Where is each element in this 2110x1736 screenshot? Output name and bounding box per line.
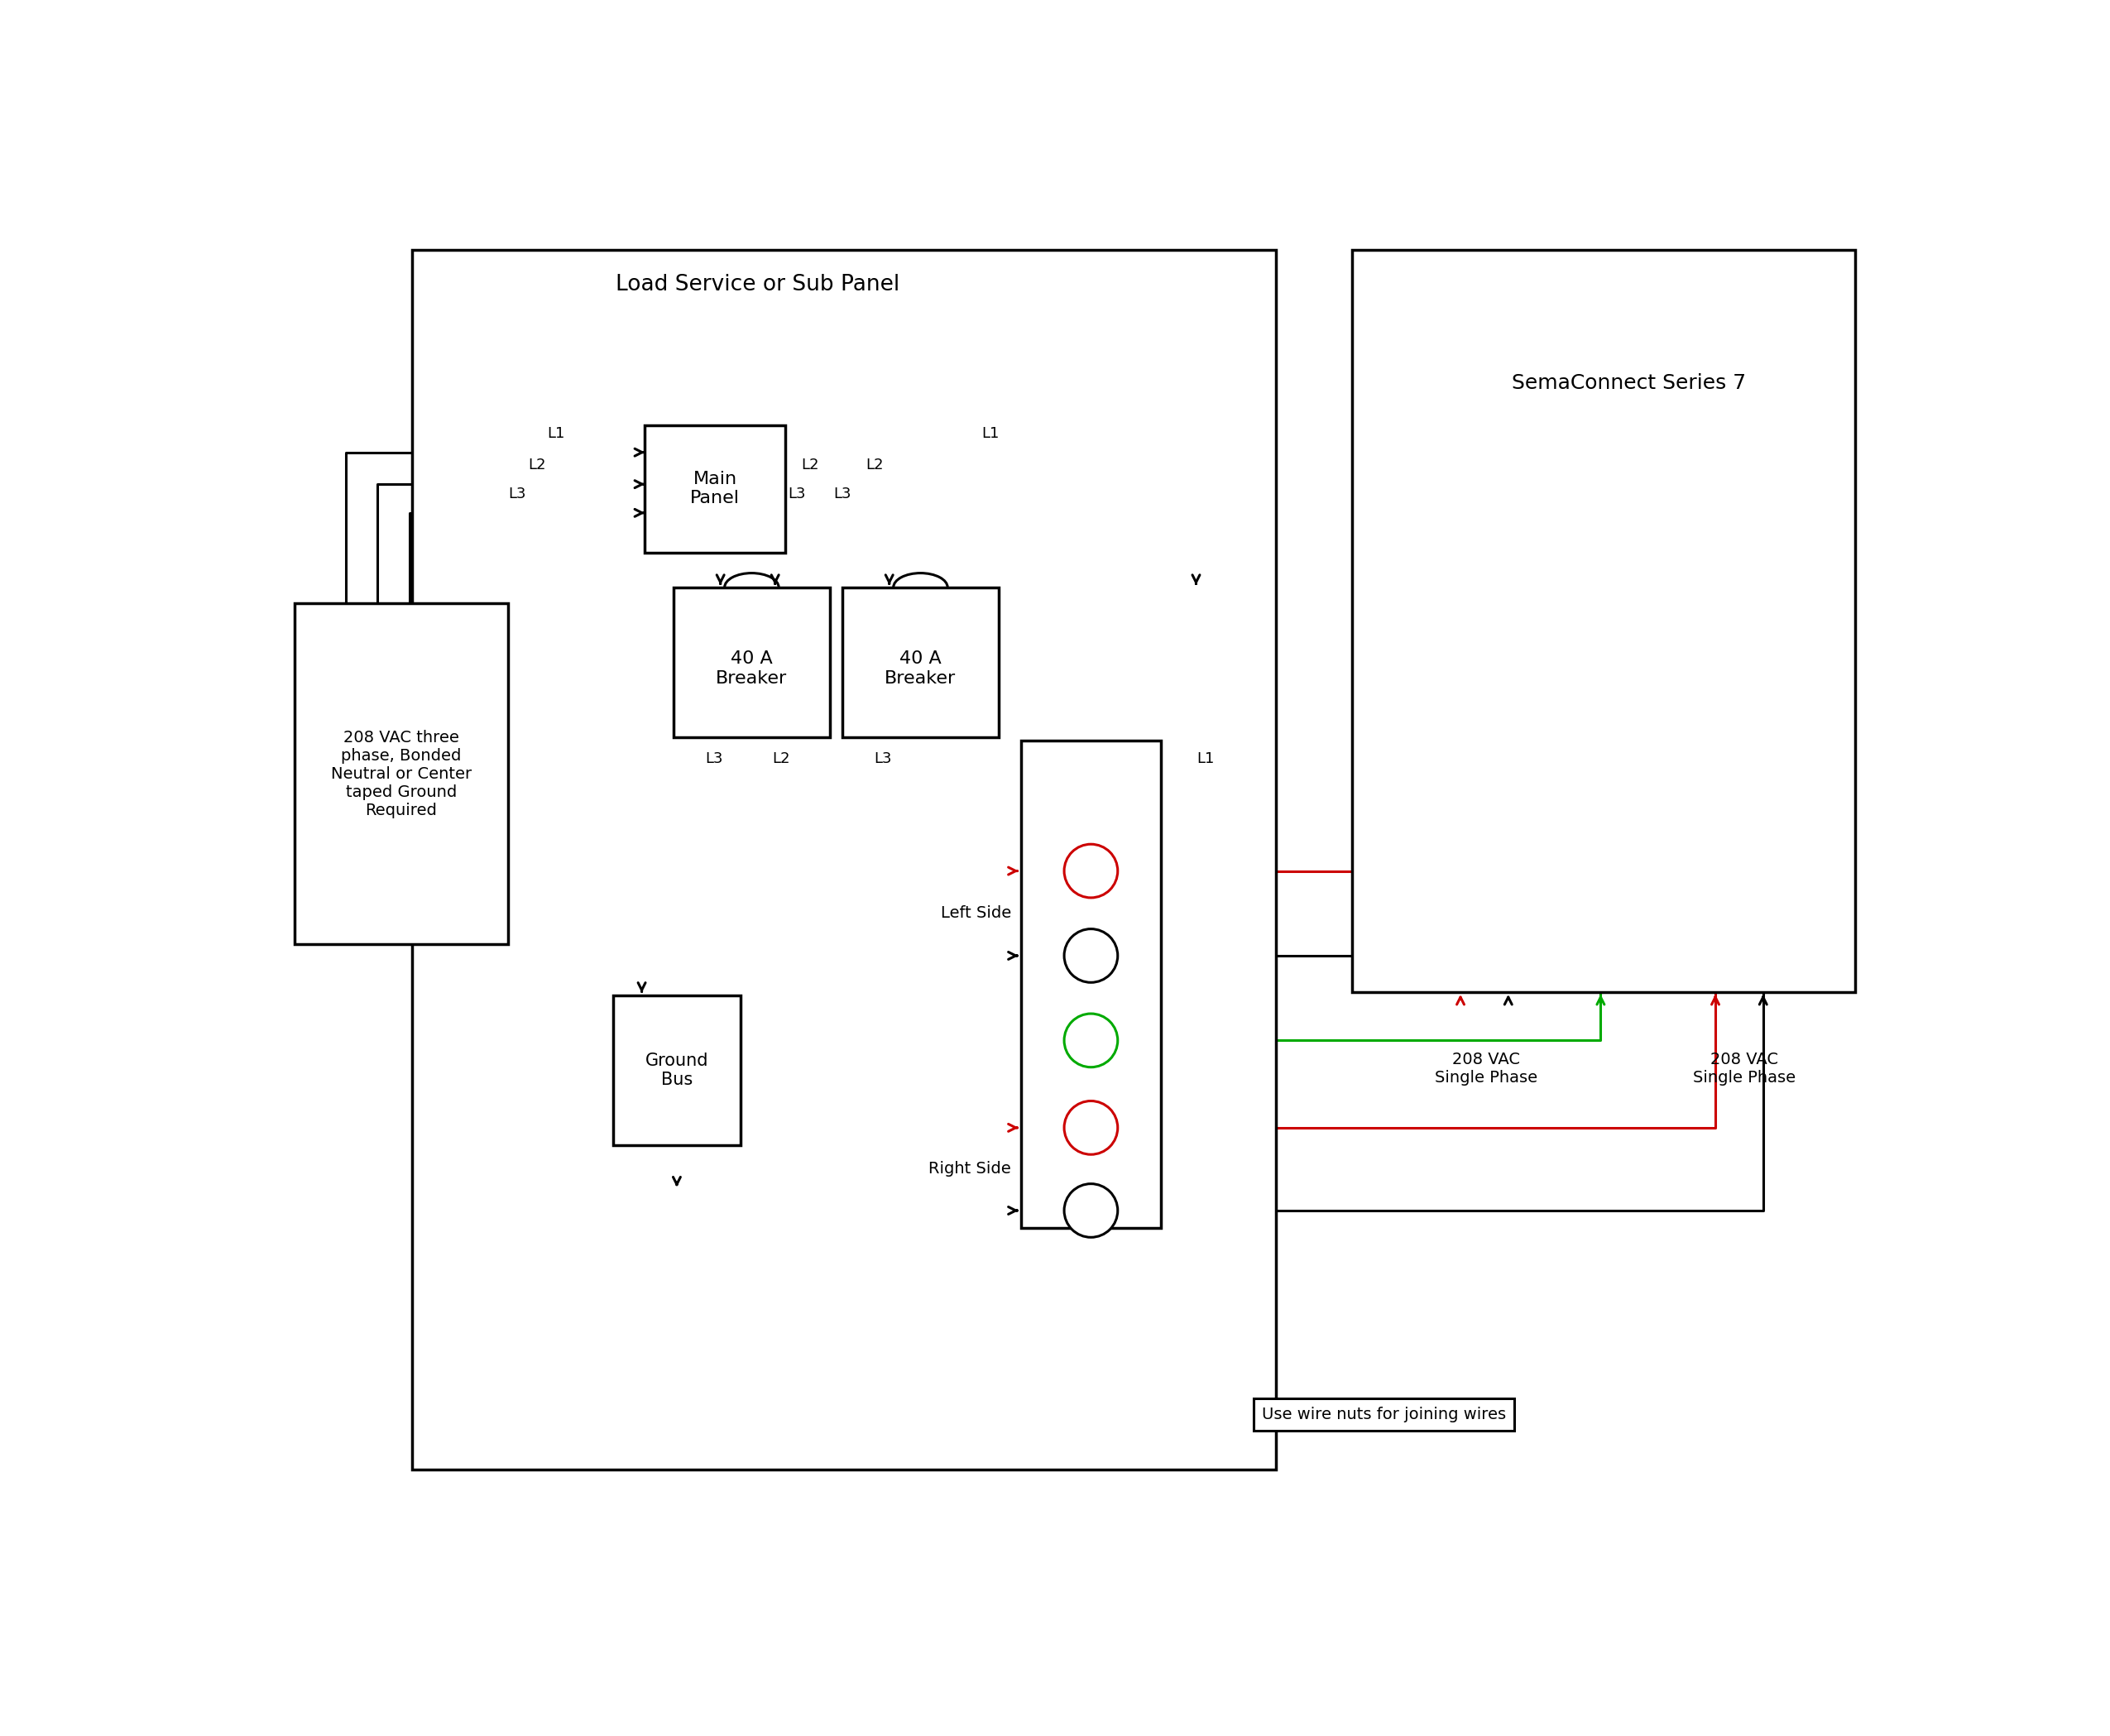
Text: L2: L2 xyxy=(802,458,819,472)
Text: L1: L1 xyxy=(546,425,565,441)
Text: Right Side: Right Side xyxy=(928,1161,1011,1177)
Circle shape xyxy=(1063,929,1118,983)
Text: L3: L3 xyxy=(705,752,724,766)
Text: L3: L3 xyxy=(833,486,850,502)
Text: 208 VAC
Single Phase: 208 VAC Single Phase xyxy=(1692,1052,1796,1085)
Text: L2: L2 xyxy=(865,458,884,472)
Circle shape xyxy=(1063,1014,1118,1068)
Bar xyxy=(411,250,1277,1470)
Bar xyxy=(614,995,741,1146)
Text: 40 A
Breaker: 40 A Breaker xyxy=(884,651,956,686)
Text: L2: L2 xyxy=(528,458,546,472)
Text: L2: L2 xyxy=(772,752,791,766)
Text: Ground
Bus: Ground Bus xyxy=(646,1052,709,1088)
Text: Load Service or Sub Panel: Load Service or Sub Panel xyxy=(616,274,899,295)
Text: Left Side: Left Side xyxy=(941,906,1011,922)
Text: SemaConnect Series 7: SemaConnect Series 7 xyxy=(1513,373,1747,394)
Text: 40 A
Breaker: 40 A Breaker xyxy=(715,651,787,686)
Text: 208 VAC
Single Phase: 208 VAC Single Phase xyxy=(1435,1052,1538,1085)
Text: Use wire nuts for joining wires: Use wire nuts for joining wires xyxy=(1262,1406,1507,1422)
Circle shape xyxy=(1063,1184,1118,1238)
Text: Main
Panel: Main Panel xyxy=(690,470,741,507)
Circle shape xyxy=(1063,1101,1118,1154)
Text: L1: L1 xyxy=(981,425,1000,441)
Text: L3: L3 xyxy=(789,486,806,502)
Bar xyxy=(1353,250,1855,991)
Bar xyxy=(1021,740,1160,1227)
Bar xyxy=(842,587,998,738)
Bar xyxy=(673,587,829,738)
Bar xyxy=(295,604,509,944)
Text: 208 VAC three
phase, Bonded
Neutral or Center
taped Ground
Required: 208 VAC three phase, Bonded Neutral or C… xyxy=(331,729,473,818)
Bar xyxy=(646,425,785,552)
Text: L3: L3 xyxy=(509,486,525,502)
Circle shape xyxy=(1063,844,1118,898)
Text: L3: L3 xyxy=(874,752,893,766)
Text: L1: L1 xyxy=(1196,752,1215,766)
